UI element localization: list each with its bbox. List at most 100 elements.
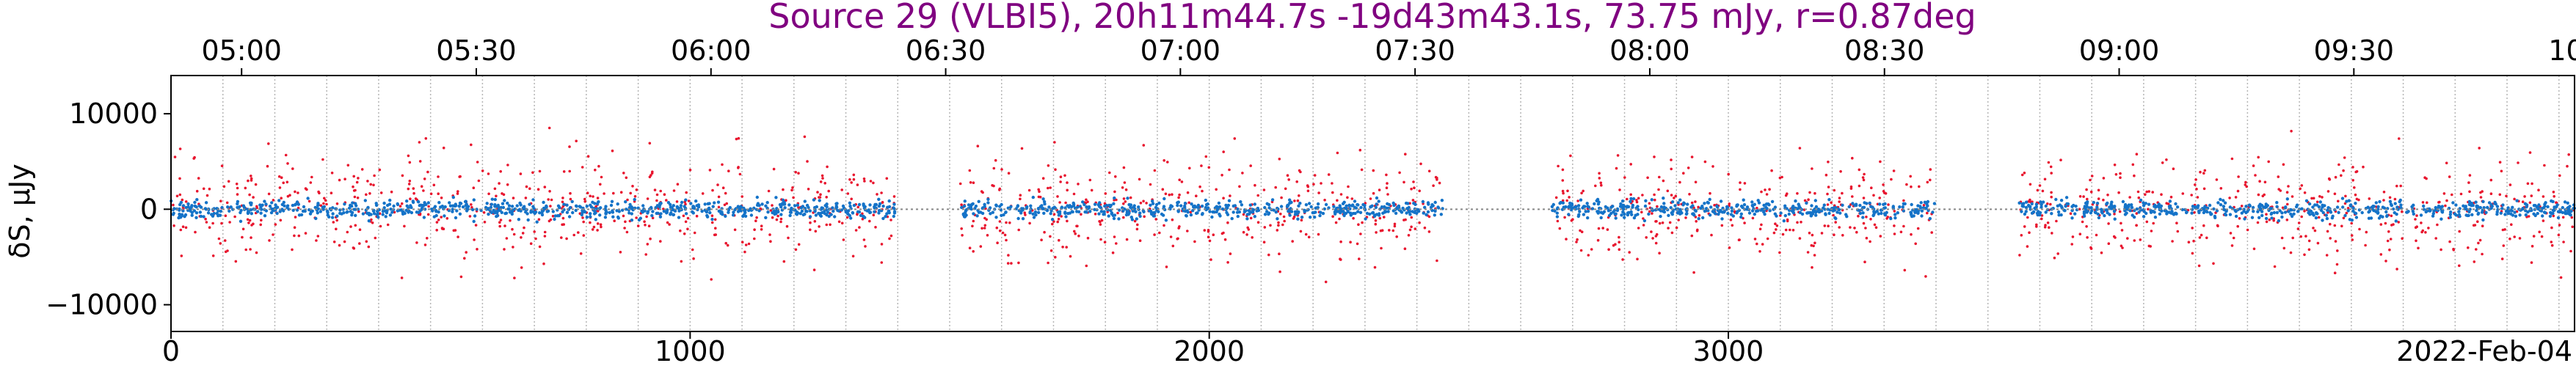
point-blue bbox=[2056, 210, 2061, 214]
point-blue bbox=[1606, 206, 1609, 210]
point-red bbox=[1339, 193, 1343, 196]
point-blue bbox=[2410, 205, 2414, 209]
point-red bbox=[668, 223, 671, 226]
point-red bbox=[695, 214, 699, 218]
point-blue bbox=[1877, 212, 1880, 216]
point-blue bbox=[972, 212, 975, 216]
point-red bbox=[225, 201, 229, 205]
point-red bbox=[1267, 253, 1270, 257]
point-blue bbox=[490, 202, 493, 206]
point-blue bbox=[388, 198, 392, 202]
point-red bbox=[581, 166, 584, 169]
point-blue bbox=[1614, 216, 1618, 220]
point-red bbox=[2090, 175, 2094, 177]
point-blue bbox=[2484, 210, 2488, 214]
point-red bbox=[1143, 215, 1146, 219]
point-red bbox=[2040, 217, 2043, 221]
point-red bbox=[659, 240, 662, 243]
point-red bbox=[2498, 193, 2502, 197]
point-red bbox=[872, 181, 875, 185]
point-blue bbox=[2059, 199, 2064, 202]
point-blue bbox=[834, 205, 839, 209]
point-red bbox=[625, 176, 628, 180]
point-red bbox=[983, 227, 986, 230]
point-blue bbox=[2040, 205, 2043, 209]
point-blue bbox=[451, 208, 454, 211]
point-red bbox=[1784, 194, 1788, 197]
point-red bbox=[477, 179, 481, 183]
point-red bbox=[743, 250, 746, 254]
point-red bbox=[323, 197, 326, 200]
point-red bbox=[797, 243, 801, 246]
point-blue bbox=[545, 204, 548, 208]
point-red bbox=[1410, 225, 1413, 229]
point-red bbox=[195, 189, 199, 193]
point-blue bbox=[1782, 219, 1786, 223]
point-blue bbox=[1408, 213, 1412, 216]
point-blue bbox=[1851, 202, 1855, 205]
point-red bbox=[2145, 220, 2149, 224]
point-blue bbox=[2500, 207, 2504, 210]
point-red bbox=[1281, 223, 1284, 227]
point-blue bbox=[1307, 202, 1311, 205]
point-red bbox=[473, 238, 476, 241]
point-red bbox=[2489, 178, 2493, 182]
point-red bbox=[603, 192, 605, 195]
point-blue bbox=[448, 201, 451, 205]
point-blue bbox=[1739, 205, 1744, 208]
point-blue bbox=[1227, 199, 1231, 202]
point-blue bbox=[2487, 201, 2492, 205]
point-blue bbox=[630, 219, 634, 222]
point-red bbox=[1575, 241, 1578, 243]
point-red bbox=[643, 220, 646, 224]
point-blue bbox=[1918, 205, 1922, 208]
point-red bbox=[2333, 271, 2337, 275]
point-blue bbox=[1415, 211, 1419, 215]
point-red bbox=[2489, 192, 2493, 196]
point-blue bbox=[1369, 205, 1373, 209]
point-blue bbox=[198, 210, 202, 214]
point-blue bbox=[1342, 200, 1346, 204]
point-red bbox=[2029, 198, 2031, 202]
point-red bbox=[2415, 225, 2418, 229]
point-blue bbox=[2486, 205, 2489, 210]
point-red bbox=[248, 193, 251, 197]
point-red bbox=[1432, 184, 1435, 187]
top-tick-label: 09:00 bbox=[2079, 34, 2160, 67]
point-red bbox=[889, 234, 893, 238]
point-red bbox=[2362, 165, 2365, 169]
point-red bbox=[2202, 172, 2205, 175]
point-red bbox=[2569, 249, 2572, 253]
point-red bbox=[858, 226, 861, 229]
point-red bbox=[721, 163, 724, 166]
point-blue bbox=[1135, 217, 1139, 221]
point-blue bbox=[672, 213, 676, 216]
point-blue bbox=[565, 210, 570, 214]
point-blue bbox=[1021, 208, 1025, 212]
point-red bbox=[2351, 179, 2354, 182]
point-blue bbox=[1394, 211, 1398, 215]
point-blue bbox=[1107, 214, 1110, 218]
point-red bbox=[862, 177, 866, 180]
point-blue bbox=[1040, 204, 1044, 208]
point-blue bbox=[2376, 205, 2380, 209]
point-red bbox=[1728, 246, 1731, 249]
point-red bbox=[2300, 215, 2303, 219]
point-red bbox=[1088, 178, 1092, 182]
point-red bbox=[547, 126, 551, 130]
point-blue bbox=[1920, 209, 1924, 213]
point-red bbox=[1037, 195, 1041, 199]
point-blue bbox=[1926, 204, 1929, 208]
point-red bbox=[1304, 232, 1308, 236]
point-blue bbox=[451, 204, 455, 208]
point-blue bbox=[2567, 212, 2572, 216]
point-red bbox=[1711, 165, 1714, 168]
point-red bbox=[1561, 168, 1565, 172]
point-red bbox=[528, 187, 531, 190]
point-blue bbox=[372, 212, 376, 216]
point-red bbox=[181, 198, 184, 202]
point-red bbox=[317, 190, 320, 194]
point-red bbox=[241, 227, 245, 231]
date-label: 2022-Feb-04 bbox=[2396, 335, 2572, 367]
